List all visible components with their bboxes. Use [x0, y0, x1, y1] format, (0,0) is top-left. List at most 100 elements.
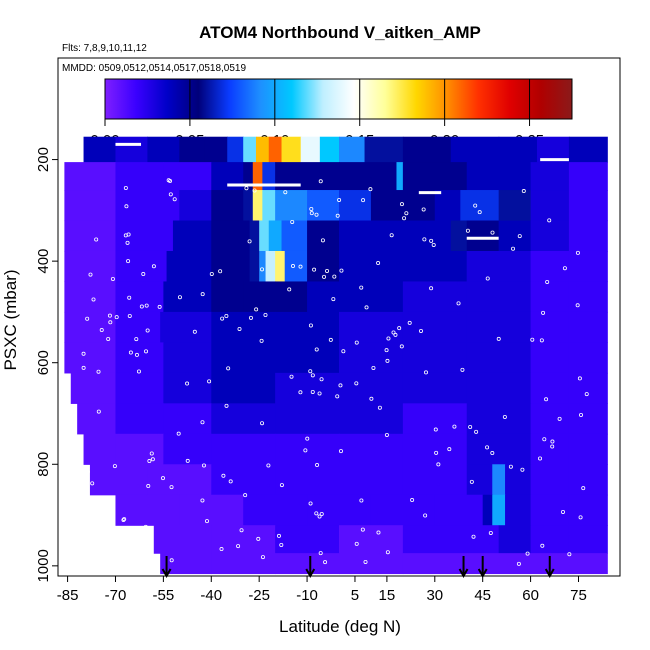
- sample-point: [254, 307, 259, 312]
- heatmap-cell: [339, 281, 404, 313]
- sample-point: [496, 336, 501, 341]
- heatmap-cell: [115, 372, 164, 404]
- sample-point: [517, 234, 522, 239]
- flights-note: Flts: 7,8,9,10,11,12: [62, 43, 147, 54]
- plot-frame: [57, 57, 621, 577]
- heatmap-cell: [89, 464, 149, 496]
- sample-point: [578, 515, 583, 520]
- heatmap-cell: [402, 342, 468, 374]
- heatmap-cell: [172, 220, 212, 252]
- sample-point: [361, 198, 366, 203]
- heatmap-cell: [204, 136, 228, 163]
- heatmap-cell: [530, 162, 570, 191]
- heatmap-cell: [492, 494, 506, 526]
- heatmap-cell: [530, 281, 570, 313]
- heatmap-cell: [434, 494, 484, 526]
- sample-point: [308, 323, 313, 328]
- sample-point: [452, 424, 457, 429]
- y-tick-label: 800: [35, 452, 52, 477]
- heatmap-cell: [466, 525, 500, 554]
- sample-point: [429, 238, 434, 243]
- heatmap-cell: [402, 281, 468, 313]
- sample-point: [141, 272, 146, 277]
- sample-point: [289, 374, 294, 379]
- heatmap-cell: [402, 250, 468, 283]
- sample-point: [547, 218, 552, 223]
- sample-point: [168, 179, 173, 184]
- sample-point: [433, 427, 438, 432]
- sample-point: [81, 351, 86, 356]
- sample-point: [317, 514, 322, 519]
- heatmap-cell: [402, 553, 468, 575]
- sample-point: [91, 297, 96, 302]
- sample-point: [312, 267, 317, 272]
- sample-point: [434, 450, 439, 455]
- sample-point: [96, 409, 101, 414]
- sample-point: [550, 439, 555, 444]
- sample-point: [144, 303, 149, 308]
- sample-point: [397, 326, 402, 331]
- heatmap-cell: [255, 136, 270, 163]
- x-axis-label: Latitude (deg N): [279, 617, 401, 636]
- sample-point: [328, 337, 333, 342]
- x-tick-label: 15: [379, 587, 396, 604]
- heatmap-cell: [307, 190, 340, 222]
- heatmap-cell: [115, 162, 164, 191]
- sample-point: [377, 405, 382, 410]
- sample-point: [371, 365, 376, 370]
- heatmap-cell: [281, 136, 302, 163]
- sample-point: [431, 242, 436, 247]
- sample-point: [581, 486, 586, 491]
- sample-point: [319, 512, 324, 517]
- heatmap-cell: [281, 220, 308, 252]
- heatmap-cell: [568, 403, 608, 435]
- heatmap-cell: [115, 136, 149, 163]
- heatmap-cell: [211, 553, 276, 575]
- heatmap-cell: [64, 162, 117, 191]
- heatmap-cell: [147, 136, 180, 163]
- sample-point: [94, 237, 99, 242]
- sample-point: [490, 230, 495, 235]
- y-axis-label: PSXC (mbar): [1, 269, 20, 370]
- heatmap-cell: [339, 372, 404, 404]
- heatmap-cell: [211, 525, 276, 554]
- sample-point: [399, 202, 404, 207]
- sample-point: [538, 456, 543, 461]
- sample-point: [308, 501, 313, 506]
- sample-point: [122, 535, 127, 540]
- sample-point: [88, 272, 93, 277]
- heatmap-cell: [243, 281, 276, 313]
- heatmap-cell: [249, 250, 260, 283]
- heatmap-cell: [163, 403, 212, 435]
- sample-point: [317, 391, 322, 396]
- sample-point: [263, 312, 268, 317]
- heatmap-cell: [275, 190, 308, 222]
- heatmap-cell: [163, 342, 212, 374]
- heatmap-cell: [211, 372, 276, 404]
- sample-point: [407, 320, 412, 325]
- heatmap-cell: [568, 190, 608, 222]
- sample-point: [410, 498, 415, 503]
- heatmap-cell: [115, 494, 180, 526]
- y-tick-label: 600: [35, 350, 52, 375]
- heatmap-cell: [568, 250, 608, 283]
- heatmap-cell: [402, 525, 468, 554]
- heatmap-cell: [243, 494, 308, 526]
- sample-point: [436, 462, 441, 467]
- sample-point: [252, 188, 257, 193]
- sample-point: [287, 287, 292, 292]
- sample-point: [256, 536, 261, 541]
- sample-point: [318, 551, 323, 556]
- heatmap-cell: [530, 220, 570, 252]
- heatmap-cell: [307, 250, 340, 283]
- heatmap-cell: [243, 136, 257, 163]
- sample-point: [139, 304, 144, 309]
- heatmap-cell: [83, 136, 117, 163]
- sample-point: [151, 264, 156, 269]
- sample-point: [127, 295, 132, 300]
- sample-point: [298, 390, 303, 395]
- sample-point: [323, 560, 328, 565]
- heatmap-cell: [83, 433, 117, 465]
- sample-point: [127, 560, 132, 565]
